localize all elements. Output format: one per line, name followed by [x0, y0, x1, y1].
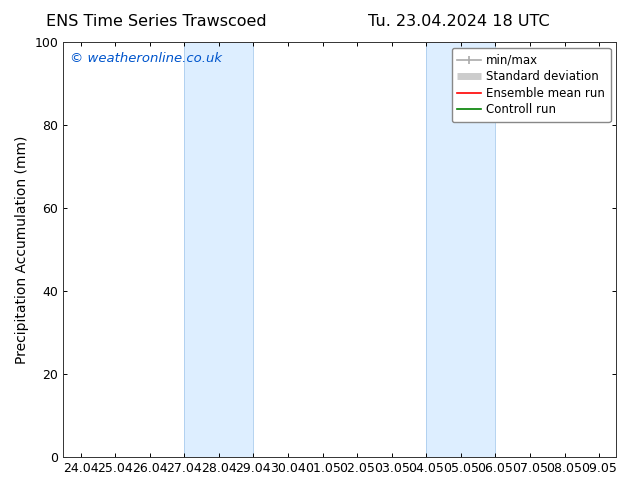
Bar	[426, 42, 495, 457]
Text: ENS Time Series Trawscoed: ENS Time Series Trawscoed	[46, 14, 266, 29]
Bar	[184, 42, 254, 457]
Text: © weatheronline.co.uk: © weatheronline.co.uk	[70, 52, 222, 66]
Y-axis label: Precipitation Accumulation (mm): Precipitation Accumulation (mm)	[15, 135, 29, 364]
Legend: min/max, Standard deviation, Ensemble mean run, Controll run: min/max, Standard deviation, Ensemble me…	[451, 48, 611, 122]
Text: Tu. 23.04.2024 18 UTC: Tu. 23.04.2024 18 UTC	[368, 14, 549, 29]
